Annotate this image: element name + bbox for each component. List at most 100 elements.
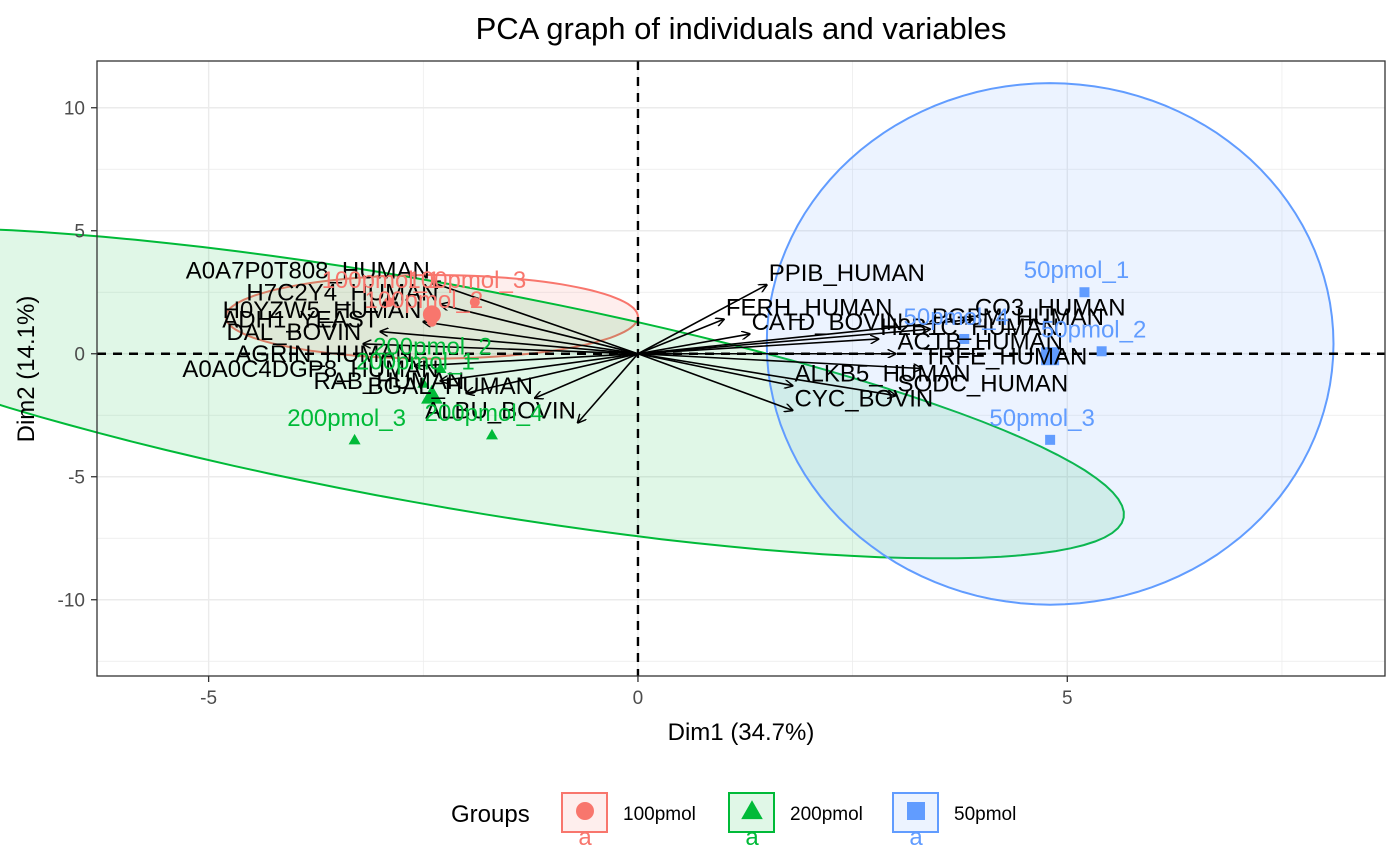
point-label: 100pmol_2: [364, 287, 483, 314]
variable-arrow: [637, 329, 930, 355]
variable-arrow: [637, 339, 878, 355]
y-tick-label: -10: [58, 591, 85, 612]
variable-arrow: [637, 319, 973, 355]
legend-sample-text: a: [745, 824, 759, 851]
point-50pmol_3: [1045, 434, 1056, 445]
variable-arrow: [637, 352, 793, 411]
legend-key-200pmol: [728, 792, 775, 833]
point-200pmol_2: [434, 362, 447, 373]
legend-label-50pmol: 50pmol: [954, 804, 1016, 825]
variable-arrow: [440, 305, 639, 355]
point-50pmol_4: [959, 333, 970, 344]
x-tick-label: -5: [200, 688, 217, 709]
ellipse-50pmol: [765, 82, 1335, 606]
variable-arrow: [637, 334, 750, 355]
individual-points: [348, 287, 1107, 445]
variable-label: ACTB_HUMAN: [898, 329, 1063, 356]
point-label: 100pmol_3: [407, 267, 526, 294]
point-label: 50pmol_3: [989, 405, 1094, 432]
legend-sample-text: a: [909, 824, 923, 851]
legend-label-100pmol: 100pmol: [623, 804, 696, 825]
y-tick-label: 0: [74, 345, 85, 366]
variable-label: FERH_HUMAN: [726, 294, 893, 321]
centroid-100pmol: [422, 305, 441, 324]
point-200pmol_4: [485, 428, 498, 440]
point-label: 50pmol_4: [904, 304, 1009, 331]
point-200pmol_1: [417, 377, 430, 388]
ellipse-200pmol: [0, 228, 1125, 560]
variable-label: TRFE_HUMAN: [923, 344, 1087, 371]
y-axis-title: Dim2 (14.1%): [13, 296, 40, 443]
legend-symbol-100pmol: [576, 802, 594, 820]
centroid-50pmol: [1041, 347, 1060, 366]
variable-label: AGRIN_HUMAN: [235, 341, 412, 368]
variable-arrow: [423, 322, 639, 355]
legend-items: a 100pmol a 200pmol a 50pmol: [561, 792, 1016, 851]
variable-label: ALKB5_HUMAN: [795, 361, 971, 388]
variable-label: H7C2Y4_HUMAN: [246, 280, 438, 307]
point-label: 200pmol_4: [425, 400, 544, 427]
x-axis-title: Dim1 (34.7%): [668, 719, 815, 746]
variable-label: CYC_BOVIN: [795, 385, 934, 412]
point-50pmol_2: [1096, 346, 1107, 357]
legend-title: Groups: [451, 801, 530, 828]
legend-symbol-200pmol: [741, 800, 763, 820]
variable-label: CO3_HUMAN: [975, 294, 1126, 321]
axis-ticks: -5 0 5 -10 -5 0 5 10: [58, 99, 1073, 709]
variable-label: BGAL_HUMAN: [368, 373, 533, 400]
y-tick-label: 5: [74, 222, 85, 243]
y-tick-label: 10: [64, 99, 85, 120]
variable-arrow: [363, 344, 638, 355]
point-label: 50pmol_1: [1024, 257, 1129, 284]
point-label: 200pmol_1: [356, 348, 475, 375]
chart-title: PCA graph of individuals and variables: [476, 11, 1007, 46]
panel-border: [96, 60, 1386, 677]
point-label: 200pmol_3: [287, 405, 406, 432]
variable-label: DAL_BOVIN: [226, 319, 361, 346]
variable-label: CATD_BOVIN: [752, 309, 904, 336]
variable-label: H0YZW5_HUMAN: [223, 297, 422, 324]
y-tick-label: -5: [68, 468, 85, 489]
centroid-200pmol: [421, 384, 443, 404]
point-label: 100pmol_1: [322, 267, 441, 294]
legend-key-100pmol: [561, 792, 608, 833]
variable-arrow: [637, 319, 724, 355]
point-label: 200pmol_2: [373, 334, 492, 361]
x-tick-label: 0: [633, 688, 644, 709]
variable-arrow: [415, 352, 639, 366]
variable-label: RAB_HUMAN: [314, 368, 465, 395]
variable-arrow: [380, 332, 639, 355]
variable-arrow: [535, 353, 639, 398]
variable-arrow: [578, 353, 639, 423]
variable-arrow: [637, 285, 767, 355]
plot-panel: [97, 61, 1385, 676]
variable-label: H2B1C_HUMAN: [880, 314, 1059, 341]
variable-arrow: [637, 352, 793, 386]
point-labels: A0A7P0T808_HUMANH7C2Y4_HUMANH0YZW5_HUMAN…: [182, 257, 1146, 432]
variable-arrow: [440, 352, 639, 381]
legend-symbol-50pmol: [907, 802, 925, 820]
variable-label: ALBU_BOVIN: [425, 398, 576, 425]
legend: Groups a 100pmol a 200pmol a 50pmol: [451, 792, 1016, 851]
variable-label: PGBM_HUMAN: [932, 304, 1104, 331]
point-100pmol_3: [469, 297, 480, 308]
variable-label: ADH1_YEAST: [222, 307, 378, 334]
variable-arrow: [637, 352, 921, 369]
variable-arrows: [363, 282, 973, 422]
group-ellipses: [0, 82, 1335, 606]
legend-sample-text: a: [578, 824, 592, 851]
variable-label: SODC_HUMAN: [898, 371, 1069, 398]
point-200pmol_3: [348, 433, 361, 445]
variable-label: PPIB_HUMAN: [769, 260, 925, 287]
legend-label-200pmol: 200pmol: [790, 804, 863, 825]
point-50pmol_1: [1079, 287, 1090, 298]
variable-label: A0A7P0T808_HUMAN: [186, 257, 430, 284]
point-100pmol_1: [383, 297, 394, 308]
variable-arrow: [466, 352, 639, 393]
variable-arrow: [432, 282, 639, 355]
point-label: 50pmol_2: [1041, 316, 1146, 343]
x-tick-label: 5: [1062, 688, 1073, 709]
variable-arrow: [637, 352, 896, 396]
variable-label: A0A0C4DGP8_HUMAN: [182, 356, 438, 383]
